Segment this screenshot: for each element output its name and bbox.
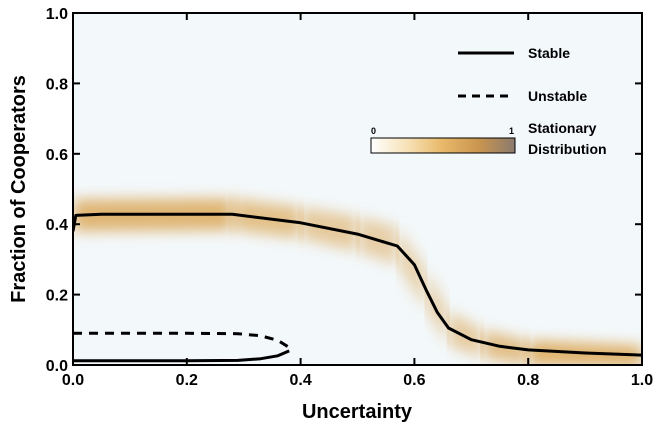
x-tick-label: 0.2 xyxy=(176,372,198,389)
x-axis-title: Uncertainty xyxy=(302,401,413,423)
legend: Stable Unstable xyxy=(458,45,587,104)
x-tick-label: 0.0 xyxy=(62,372,84,389)
y-tick-label: 1.0 xyxy=(46,6,68,23)
colorbar-title-line2: Distribution xyxy=(528,141,607,157)
density-segment xyxy=(448,310,483,358)
series-group xyxy=(73,212,642,363)
colorbar-gradient xyxy=(370,137,516,154)
series-line-stable-solid xyxy=(73,349,290,363)
y-tick-label: 0.0 xyxy=(46,358,68,375)
y-axis-title: Fraction of Cooperators xyxy=(8,75,30,303)
plot-frame xyxy=(72,12,643,366)
legend-unstable-label: Unstable xyxy=(528,88,587,104)
y-tick-label: 0.6 xyxy=(46,147,68,164)
colorbar-title-line1: Stationary xyxy=(528,120,597,136)
colorbar: 0 1 Stationary Distribution xyxy=(370,120,607,157)
density-segment xyxy=(397,226,426,311)
plot-background xyxy=(73,13,642,365)
colorbar-min-label: 0 xyxy=(371,126,376,136)
density-segment xyxy=(425,268,449,346)
x-tick-label: 0.8 xyxy=(517,372,539,389)
y-tick-label: 0.2 xyxy=(46,288,68,305)
colorbar-max-label: 1 xyxy=(509,126,514,136)
x-tick-label: 0.4 xyxy=(289,372,311,389)
y-axis-ticks: 0.0 0.2 0.4 0.6 0.8 1.0 xyxy=(46,6,642,375)
x-axis-ticks: 0.0 0.2 0.4 0.6 0.8 1.0 xyxy=(62,13,653,389)
y-tick-label: 0.8 xyxy=(46,76,68,93)
series-line-unstable-dashed xyxy=(73,331,290,349)
x-tick-label: 1.0 xyxy=(631,372,653,389)
y-tick-label: 0.4 xyxy=(46,217,68,234)
legend-stable-label: Stable xyxy=(528,45,570,61)
series-line-stable-solid xyxy=(73,212,642,357)
x-tick-label: 0.6 xyxy=(403,372,425,389)
